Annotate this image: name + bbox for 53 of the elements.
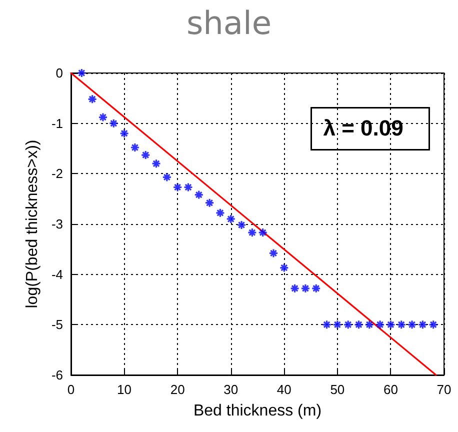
point [194, 190, 204, 200]
y-tick-label: -6 [51, 368, 63, 382]
point [386, 320, 396, 330]
x-tick-label: 60 [383, 382, 398, 397]
y-axis-title: log(P(bed thickness>x)) [24, 140, 42, 308]
x-tick-label: 70 [436, 382, 452, 397]
point [108, 118, 118, 128]
point [354, 320, 364, 330]
point [332, 320, 342, 330]
point [311, 284, 321, 294]
y-tick-label: -2 [51, 166, 63, 182]
x-tick-label: 0 [67, 382, 75, 397]
x-tick-label: 50 [330, 382, 345, 397]
point [151, 158, 162, 168]
chart-title: shale [186, 4, 272, 42]
point [290, 284, 300, 294]
point [322, 320, 332, 330]
point [268, 248, 278, 258]
point [226, 214, 236, 224]
point [407, 320, 417, 330]
x-tick-label: 10 [117, 382, 132, 397]
y-tick-label: -5 [51, 317, 63, 332]
point [119, 128, 130, 138]
point [396, 320, 406, 330]
point [343, 320, 353, 330]
point [98, 112, 108, 122]
point [300, 284, 310, 294]
point [279, 262, 289, 273]
point [88, 94, 98, 104]
point [375, 320, 385, 330]
y-tick-label: -1 [51, 116, 63, 131]
x-tick-label: 20 [170, 382, 185, 397]
y-tick-label: -4 [51, 266, 63, 282]
point [172, 182, 182, 192]
annotation: λ = 0.09 [323, 115, 404, 140]
point [130, 142, 140, 152]
x-axis-title: Bed thickness (m) [193, 402, 322, 420]
point [140, 150, 150, 160]
y-tick-label: 0 [56, 66, 63, 80]
point [204, 198, 214, 208]
y-tick-label: -3 [51, 216, 63, 232]
point [236, 220, 246, 230]
point [215, 208, 225, 218]
x-tick-label: 30 [224, 382, 238, 397]
point [418, 320, 428, 330]
point [183, 182, 194, 192]
point [258, 228, 268, 238]
point [428, 320, 438, 330]
point [76, 68, 86, 78]
point [162, 172, 172, 182]
point [364, 320, 374, 330]
point [247, 228, 257, 238]
x-tick-label: 40 [276, 382, 292, 397]
